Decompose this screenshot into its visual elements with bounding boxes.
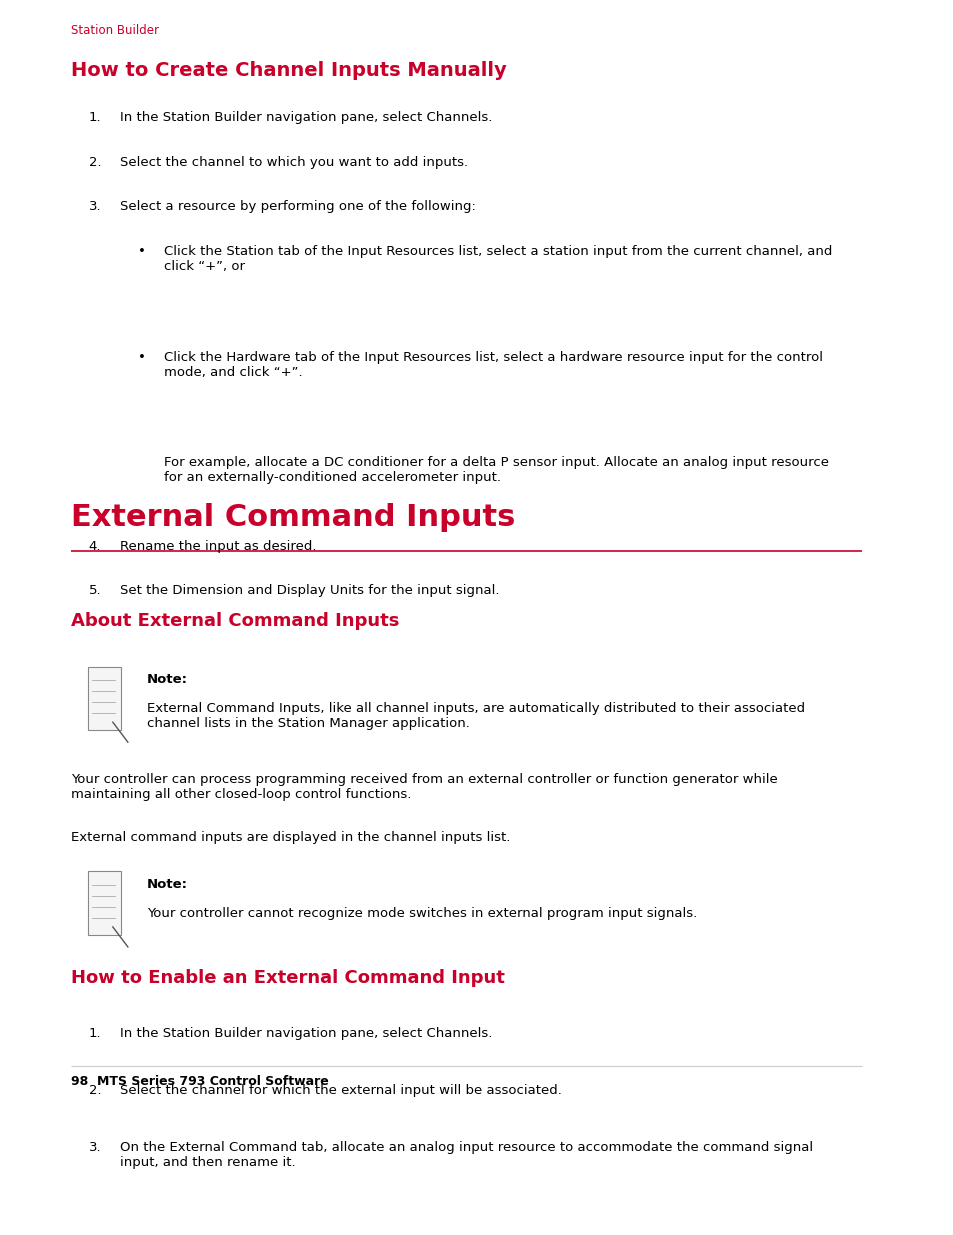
Text: Note:: Note: (147, 673, 188, 687)
Text: Select the channel for which the external input will be associated.: Select the channel for which the externa… (120, 1084, 561, 1097)
Text: External command inputs are displayed in the channel inputs list.: External command inputs are displayed in… (71, 831, 510, 845)
FancyBboxPatch shape (88, 667, 121, 730)
Text: 1.: 1. (89, 111, 101, 125)
Text: How to Enable an External Command Input: How to Enable an External Command Input (71, 969, 504, 987)
Text: 3.: 3. (89, 1141, 101, 1155)
Text: Select a resource by performing one of the following:: Select a resource by performing one of t… (120, 200, 476, 214)
Text: Your controller can process programming received from an external controller or : Your controller can process programming … (71, 773, 777, 802)
Text: About External Command Inputs: About External Command Inputs (71, 613, 399, 630)
Text: External Command Inputs: External Command Inputs (71, 503, 515, 532)
Text: 1.: 1. (89, 1028, 101, 1040)
Text: 5.: 5. (89, 584, 101, 598)
Text: How to Create Channel Inputs Manually: How to Create Channel Inputs Manually (71, 62, 506, 80)
Text: •: • (137, 351, 146, 363)
Text: 2.: 2. (89, 156, 101, 169)
Text: For example, allocate a DC conditioner for a delta P sensor input. Allocate an a: For example, allocate a DC conditioner f… (164, 456, 828, 484)
Text: 3.: 3. (89, 200, 101, 214)
Text: Click the Hardware tab of the Input Resources list, select a hardware resource i: Click the Hardware tab of the Input Reso… (164, 351, 822, 378)
Text: 98  MTS Series 793 Control Software: 98 MTS Series 793 Control Software (71, 1074, 329, 1088)
Text: Rename the input as desired.: Rename the input as desired. (120, 540, 316, 553)
FancyBboxPatch shape (88, 871, 121, 935)
Text: In the Station Builder navigation pane, select Channels.: In the Station Builder navigation pane, … (120, 111, 492, 125)
Text: Note:: Note: (147, 878, 188, 890)
Text: Set the Dimension and Display Units for the input signal.: Set the Dimension and Display Units for … (120, 584, 498, 598)
Text: 2.: 2. (89, 1084, 101, 1097)
Text: Station Builder: Station Builder (71, 25, 159, 37)
Text: •: • (137, 245, 146, 258)
Text: 4.: 4. (89, 540, 101, 553)
Text: External Command Inputs, like all channel inputs, are automatically distributed : External Command Inputs, like all channe… (147, 703, 803, 730)
Text: Select the channel to which you want to add inputs.: Select the channel to which you want to … (120, 156, 468, 169)
Text: On the External Command tab, allocate an analog input resource to accommodate th: On the External Command tab, allocate an… (120, 1141, 812, 1170)
Text: Your controller cannot recognize mode switches in external program input signals: Your controller cannot recognize mode sw… (147, 906, 696, 920)
Text: In the Station Builder navigation pane, select Channels.: In the Station Builder navigation pane, … (120, 1028, 492, 1040)
Text: Click the Station tab of the Input Resources list, select a station input from t: Click the Station tab of the Input Resou… (164, 245, 832, 273)
